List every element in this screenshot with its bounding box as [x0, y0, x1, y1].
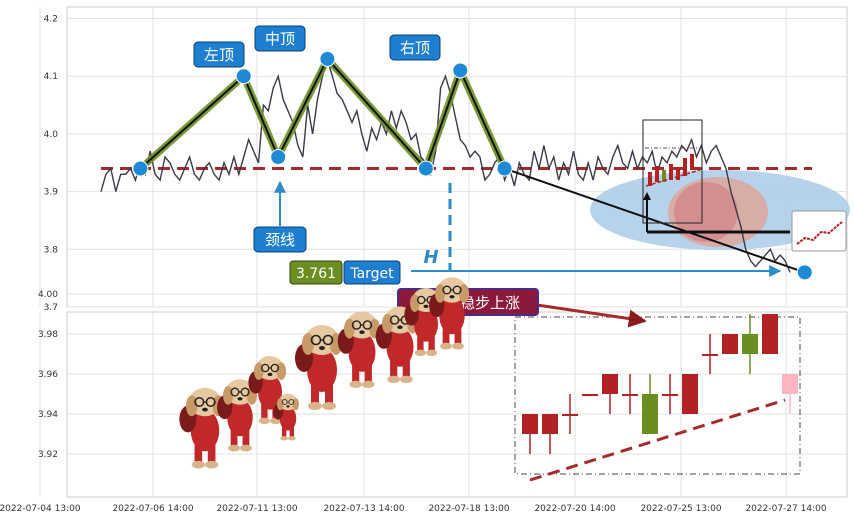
pattern-point	[319, 50, 336, 67]
target-value-badge: 3.761	[289, 260, 343, 285]
x-tick: 2022-07-27 14:00	[745, 504, 826, 514]
uptrend-line	[529, 398, 786, 482]
candle-body	[762, 314, 778, 354]
bottom-y-tick: 4.00	[38, 290, 58, 300]
top-y-tick: 3.8	[44, 245, 59, 255]
candle-body	[722, 334, 738, 354]
top-plot-frame	[66, 6, 848, 308]
zoom-box	[642, 119, 703, 224]
top-y-tick: 3.7	[44, 303, 58, 313]
label-neckline-text: 颈线	[265, 231, 295, 249]
label-left-shoulder-text: 左顶	[204, 46, 234, 64]
label-head-text: 中顶	[265, 30, 295, 48]
breakdown-line	[504, 167, 806, 274]
label-neckline: 颈线	[253, 226, 307, 253]
candle-body	[582, 394, 598, 396]
bottom-y-tick: 3.98	[38, 330, 58, 340]
bottom-y-tick: 3.96	[38, 370, 58, 380]
x-tick: 2022-07-13 14:00	[323, 504, 404, 514]
target-value-text: 3.761	[296, 266, 336, 282]
price-series	[100, 50, 813, 281]
top-y-tick: 4.2	[44, 15, 58, 25]
target-label-badge: Target	[343, 260, 401, 285]
pattern-point	[132, 160, 149, 177]
bottom-y-tick: 3.94	[38, 410, 58, 420]
top-y-axis: 3.7 3.8 3.9 4.0 4.1 4.2	[44, 15, 59, 313]
candle-body	[662, 394, 678, 396]
x-tick: 2022-07-06 14:00	[112, 504, 193, 514]
candle-body	[562, 414, 578, 416]
pattern-point	[270, 149, 287, 165]
candle-body	[542, 414, 558, 434]
x-tick: 2022-07-04 13:00	[0, 504, 81, 514]
x-tick: 2022-07-20 14:00	[534, 504, 615, 514]
candle-body	[682, 374, 698, 414]
zoom-arrow-head	[643, 192, 651, 200]
candlesticks	[522, 314, 798, 454]
breakdown-ellipse-core	[674, 182, 738, 242]
bottom-y-tick: 3.92	[38, 450, 58, 460]
x-tick: 2022-07-25 13:00	[640, 504, 721, 514]
pattern-point	[796, 264, 813, 281]
price-line	[100, 56, 791, 273]
pattern-point	[496, 160, 513, 177]
trend-arrow	[536, 303, 647, 328]
label-right-shoulder-text: 右顶	[400, 39, 430, 57]
pattern-point	[235, 68, 252, 85]
candle-body	[602, 374, 618, 394]
top-y-tick: 4.0	[44, 130, 59, 140]
x-tick: 2022-07-11 13:00	[216, 504, 297, 514]
height-label: H	[423, 247, 438, 268]
x-tick: 2022-07-18 13:00	[428, 504, 509, 514]
pattern-point	[452, 62, 469, 79]
candle-body	[702, 354, 718, 356]
zoom-mini-candles	[645, 154, 701, 187]
x-axis: 2022-07-04 13:00 2022-07-06 14:00 2022-07-…	[0, 504, 827, 514]
bottom-y-axis: 3.92 3.94 3.96 3.98 4.00	[38, 290, 58, 460]
label-head: 中顶	[254, 25, 306, 52]
top-y-tick: 4.1	[44, 72, 58, 82]
thumbnail-card	[791, 210, 847, 252]
pattern-point	[417, 160, 434, 177]
label-left-shoulder: 左顶	[193, 41, 245, 68]
candle-body	[642, 394, 658, 434]
trend-label-text: 稳步上涨	[460, 294, 520, 312]
candle-body	[622, 394, 638, 396]
candle-body	[782, 374, 798, 394]
label-right-shoulder: 右顶	[389, 34, 441, 61]
candle-body	[742, 334, 758, 354]
candle-body	[522, 414, 538, 434]
target-label-text: Target	[349, 266, 394, 282]
top-y-tick: 3.9	[44, 188, 59, 198]
